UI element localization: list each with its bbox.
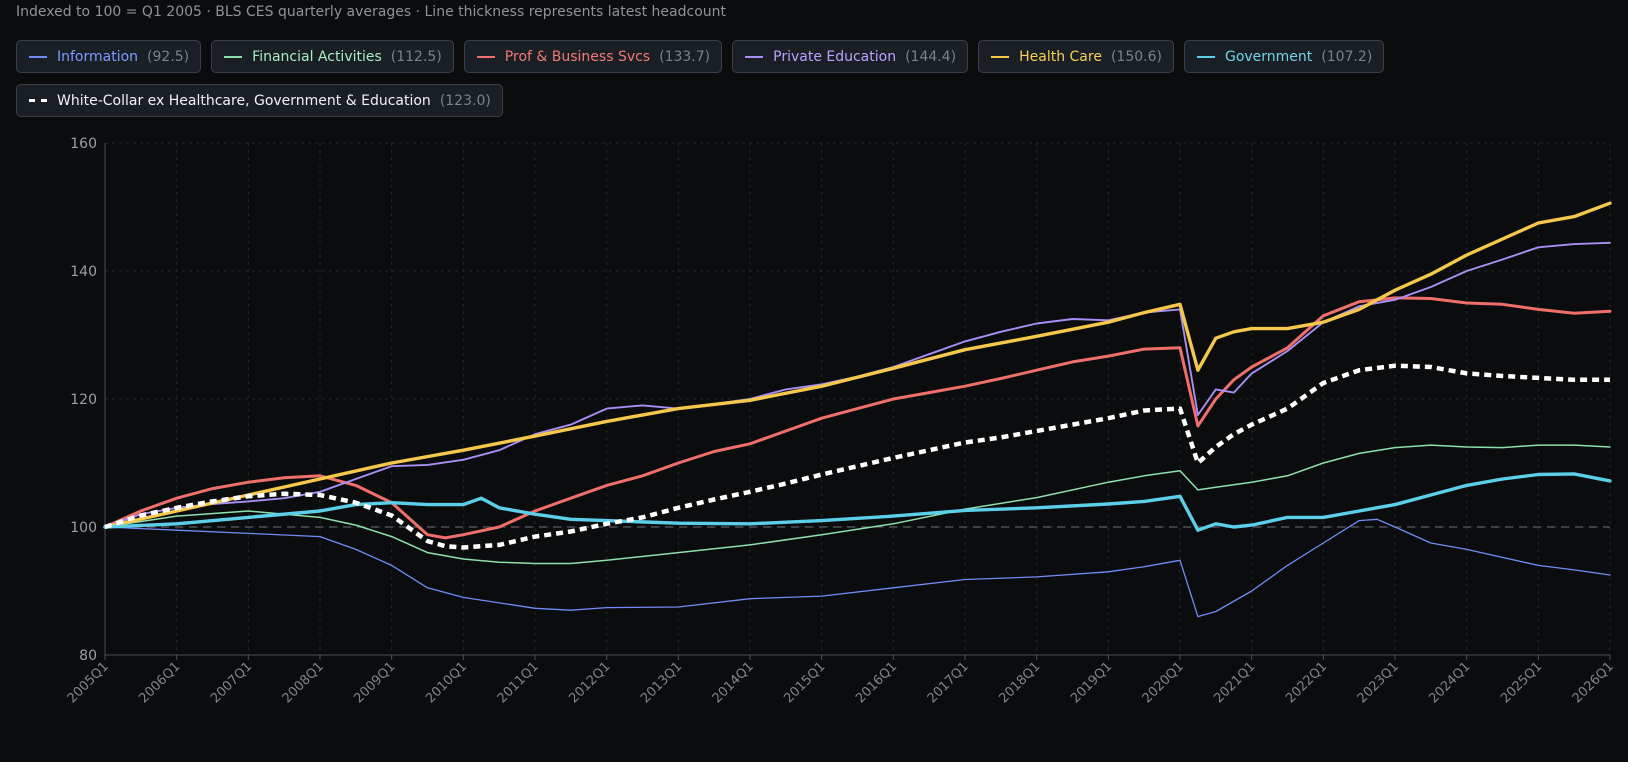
y-tick-label: 100 [70,520,97,536]
line-chart: 80 100 120 140 160 2005Q1 2006Q1 2007Q1 2008Q1 20… [65,136,1617,706]
legend-label: White-Collar ex Healthcare, Government &… [57,92,431,109]
y-tick-label: 140 [70,264,97,280]
x-tick-label: 2021Q1 [1211,659,1258,706]
legend-item-prof-business-svcs[interactable]: Prof & Business Svcs (133.7) [463,40,723,73]
y-tick-label: 80 [79,648,97,664]
grid [104,142,1611,655]
x-tick-label: 2006Q1 [136,659,183,706]
legend-value: (112.5) [390,48,442,65]
x-tick-label: 2009Q1 [351,659,398,706]
legend-value: (92.5) [147,48,190,65]
legend-label: Information [57,48,139,65]
x-tick-label: 2008Q1 [280,659,327,706]
x-tick-label: 2014Q1 [710,659,757,706]
legend-item-white-collar-ex-healthcare-government-education[interactable]: White-Collar ex Healthcare, Government &… [16,84,503,117]
legend-swatch [29,99,47,102]
legend-swatch [224,55,243,58]
x-tick-label: 2007Q1 [208,659,255,706]
y-tick-label: 160 [70,136,97,152]
series-line-prof-business-svcs [103,296,1612,540]
legend-value: (133.7) [659,48,711,65]
legend-value: (150.6) [1110,48,1162,65]
x-tick-label: 2022Q1 [1283,659,1330,706]
x-tick-label: 2010Q1 [423,659,470,706]
legend-item-financial-activities[interactable]: Financial Activities (112.5) [211,40,454,73]
legend-swatch [991,55,1010,58]
legend-swatch [745,55,764,58]
legend-item-government[interactable]: Government (107.2) [1183,40,1385,73]
legend-swatch [29,55,47,58]
x-tick-label: 2005Q1 [65,659,112,706]
legend-value: (144.4) [905,48,957,65]
x-tick-label: 2026Q1 [1570,659,1617,706]
series-line-information [104,518,1611,618]
series-line-financial-activities [104,444,1611,565]
legend-label: Prof & Business Svcs [504,48,651,65]
legend-swatch [476,55,495,58]
series-line-private-education [104,241,1611,528]
x-tick-label: 2020Q1 [1140,659,1187,706]
x-tick-label: 2025Q1 [1498,659,1545,706]
legend-value: (107.2) [1321,48,1373,65]
x-tick-label: 2023Q1 [1355,659,1402,706]
legend-item-information[interactable]: Information (92.5) [16,40,202,73]
chart-subtitle: Indexed to 100 = Q1 2005 · BLS CES quart… [16,4,726,20]
legend-label: Private Education [773,48,897,65]
x-tick-label: 2016Q1 [853,659,900,706]
x-tick-label: 2013Q1 [638,659,685,706]
legend-label: Health Care [1019,48,1102,65]
axes: 80 100 120 140 160 2005Q1 2006Q1 2007Q1 2008Q1 20… [65,136,1617,706]
x-tick-label: 2015Q1 [781,659,828,706]
x-tick-label: 2024Q1 [1426,659,1473,706]
series-line-white-collar-ex-healthcare-government-education [104,363,1610,550]
series-lines [103,201,1612,618]
x-tick-label: 2017Q1 [925,659,972,706]
x-tick-label: 2011Q1 [495,659,542,706]
x-tick-label: 2019Q1 [1068,659,1115,706]
y-tick-label: 120 [70,392,97,408]
legend: Information (92.5) Financial Activities (11… [16,40,1576,117]
legend-item-health-care[interactable]: Health Care (150.6) [978,40,1174,73]
series-line-government [103,472,1612,532]
legend-label: Financial Activities [252,48,382,65]
legend-label: Government [1224,48,1313,65]
legend-swatch [1196,55,1215,58]
x-tick-label: 2018Q1 [996,659,1043,706]
legend-value: (123.0) [439,92,491,109]
series-line-health-care [103,201,1612,529]
x-tick-label: 2012Q1 [566,659,613,706]
legend-item-private-education[interactable]: Private Education (144.4) [732,40,969,73]
